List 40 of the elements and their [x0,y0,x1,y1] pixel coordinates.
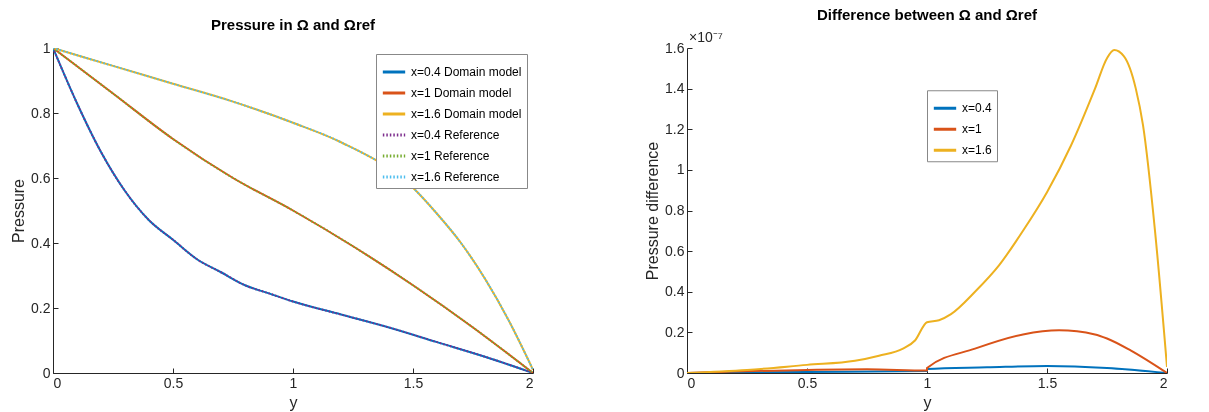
chart-title: Pressure in Ω and Ωref [210,16,377,33]
y-tick-label: 0.8 [31,104,51,121]
line-series [687,49,1167,373]
legend-label: x=0.4 Domain model [411,65,522,79]
y-tick-label: 0.4 [665,283,685,300]
y-tick-label: 1.6 [665,39,685,56]
legend-label: x=1.6 Domain model [411,107,522,121]
x-tick-label: 1 [289,374,298,391]
y-tick-label: 0.2 [31,299,51,316]
legend-label: x=1 Domain model [411,86,512,100]
legend-label: x=1.6 [962,143,993,158]
y-tick-label: 0.4 [31,234,51,251]
x-tick-label: 0 [687,374,696,391]
text: ×10⁻⁷ [689,29,723,45]
x-tick-label: 1.5 [403,374,424,391]
y-tick-label: 0.6 [665,242,685,259]
x-tick-label: 2 [1159,374,1168,391]
legend-label: x=0.4 Reference [411,128,500,142]
x-tick-label: 0.5 [163,374,184,391]
x-tick-label: 1.5 [1037,374,1058,391]
x-axis-title: y [923,393,932,411]
x-tick-label: 2 [525,374,534,391]
x-tick-label: 1 [923,374,932,391]
legend-label: x=1 Reference [411,149,490,163]
y-tick-label: 1.4 [665,80,685,97]
legend-label: x=1 [962,122,983,137]
x-tick-label: 0.5 [797,374,818,391]
y-tick-label: 0.6 [31,169,51,186]
y-tick-label: 1.2 [665,120,685,137]
y-tick-label: 1 [676,161,685,178]
y-tick-label: 0.8 [665,202,685,218]
y-axis-title: Pressure difference [644,141,662,281]
y-axis-title: Pressure [10,178,28,244]
legend-label: x=0.4 [962,101,993,116]
x-tick-label: 0 [53,374,62,391]
x-axis-title: y [289,393,298,411]
chart-title: Difference between Ω and Ωref [817,6,1038,23]
legend-label: x=1.6 Reference [411,170,500,184]
y-tick-label: 0.2 [665,323,685,340]
y-tick-label: 1 [42,39,51,56]
